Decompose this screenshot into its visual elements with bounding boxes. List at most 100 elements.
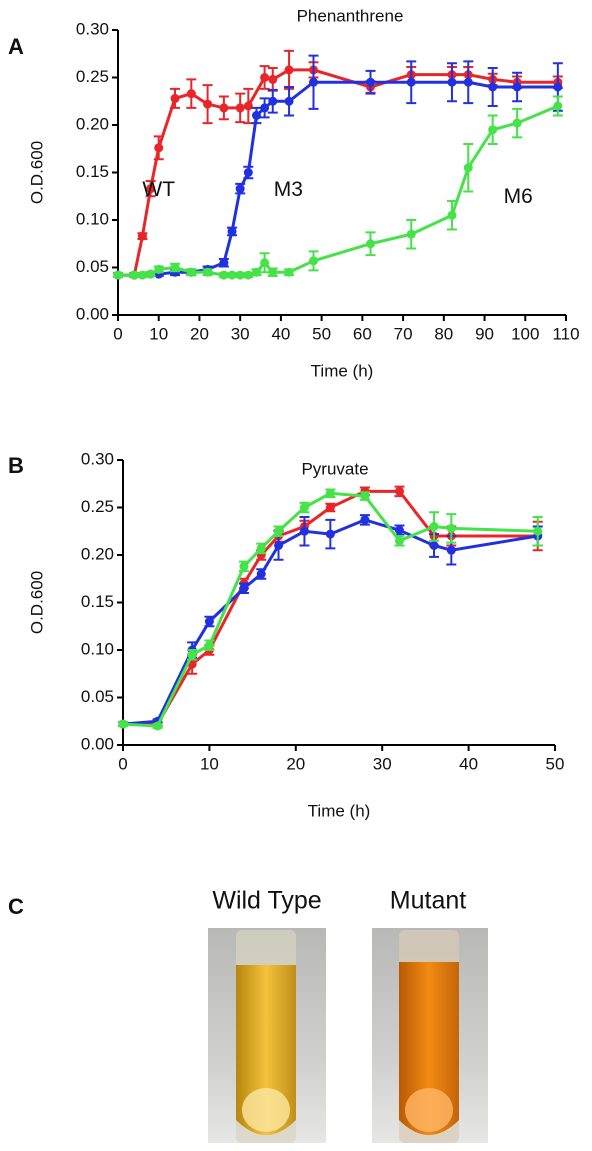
data-point xyxy=(447,77,457,87)
data-point xyxy=(268,267,278,277)
x-tick-label: 50 xyxy=(312,324,331,343)
data-point xyxy=(154,143,164,153)
data-point xyxy=(394,486,404,496)
data-point xyxy=(137,231,147,241)
data-point xyxy=(243,270,253,280)
data-point xyxy=(227,270,237,280)
chart-title: Phenanthrene xyxy=(297,6,404,25)
series-label: WT xyxy=(142,178,175,201)
data-point xyxy=(204,617,214,626)
data-point xyxy=(447,210,457,220)
x-tick-label: 110 xyxy=(552,324,579,343)
x-tick-label: 90 xyxy=(475,324,494,343)
data-point xyxy=(366,77,376,87)
data-point xyxy=(260,103,270,113)
series-label: M6 xyxy=(504,185,533,208)
x-axis-label: Time (h) xyxy=(311,361,374,380)
data-point xyxy=(203,99,213,109)
y-tick-label: 0.15 xyxy=(81,592,114,611)
data-point xyxy=(284,96,294,106)
data-point xyxy=(153,721,163,731)
x-tick-label: 80 xyxy=(434,324,453,343)
data-point xyxy=(553,101,563,111)
y-tick-label: 0.30 xyxy=(81,449,114,468)
data-point xyxy=(260,73,270,82)
x-tick-label: 10 xyxy=(200,754,219,773)
data-point xyxy=(113,270,123,280)
data-point xyxy=(512,82,522,92)
y-tick-label: 0.20 xyxy=(76,114,109,133)
data-point xyxy=(406,77,416,87)
x-tick-label: 30 xyxy=(373,754,392,773)
y-tick-label: 0.30 xyxy=(76,19,109,38)
data-point xyxy=(137,270,147,280)
series-line xyxy=(122,518,538,726)
data-point xyxy=(308,256,318,266)
series-line xyxy=(118,68,558,277)
data-point xyxy=(463,77,473,87)
data-point xyxy=(219,270,229,280)
y-tick-label: 0.05 xyxy=(81,687,114,706)
data-point xyxy=(251,267,261,277)
data-point xyxy=(256,569,266,579)
photo-label: Wild Type xyxy=(212,887,321,915)
x-tick-label: 40 xyxy=(459,754,478,773)
data-point xyxy=(406,229,416,239)
data-point xyxy=(146,269,156,279)
x-tick-label: 0 xyxy=(113,324,122,343)
photo-label: Mutant xyxy=(390,887,466,915)
data-point xyxy=(154,264,164,274)
y-tick-label: 0.15 xyxy=(76,162,109,181)
x-tick-label: 20 xyxy=(286,754,305,773)
x-tick-label: 10 xyxy=(149,324,168,343)
data-point xyxy=(204,640,214,650)
data-point xyxy=(274,541,284,550)
data-point xyxy=(268,96,278,106)
data-point xyxy=(325,503,335,512)
panel-letter: C xyxy=(8,894,24,919)
x-tick-label: 30 xyxy=(231,324,250,343)
photo-mutant xyxy=(372,928,488,1143)
x-tick-label: 50 xyxy=(546,754,565,773)
data-point xyxy=(284,267,294,277)
data-point xyxy=(299,503,309,512)
data-point xyxy=(325,488,335,498)
data-point xyxy=(170,93,180,103)
data-point xyxy=(553,82,563,92)
data-point xyxy=(360,515,370,525)
data-point xyxy=(308,77,318,87)
data-point xyxy=(394,536,404,546)
data-point xyxy=(488,82,498,92)
data-point xyxy=(268,74,278,84)
data-point xyxy=(429,541,439,550)
data-point xyxy=(118,719,128,729)
data-point xyxy=(243,101,253,111)
x-tick-label: 60 xyxy=(353,324,372,343)
y-tick-label: 0.10 xyxy=(81,639,114,658)
data-point xyxy=(170,263,180,272)
data-point xyxy=(219,258,229,268)
panel-letter: B xyxy=(8,453,24,478)
y-tick-label: 0.00 xyxy=(81,734,114,753)
data-point xyxy=(429,522,439,531)
data-point xyxy=(260,258,270,268)
data-point xyxy=(284,65,294,75)
y-tick-label: 0.25 xyxy=(81,497,114,516)
data-point xyxy=(394,525,404,535)
x-tick-label: 20 xyxy=(190,324,209,343)
panel-letter: A xyxy=(8,34,24,59)
y-tick-label: 0.00 xyxy=(76,304,109,323)
x-tick-label: 0 xyxy=(118,754,127,773)
y-axis-label: O.D.600 xyxy=(27,571,46,634)
data-point xyxy=(251,111,261,120)
data-point xyxy=(235,184,245,194)
data-point xyxy=(186,89,196,99)
data-point xyxy=(243,168,253,177)
data-point xyxy=(239,583,249,593)
data-point xyxy=(239,561,249,571)
data-point xyxy=(446,523,456,533)
series-line xyxy=(118,80,558,277)
x-tick-label: 70 xyxy=(394,324,413,343)
